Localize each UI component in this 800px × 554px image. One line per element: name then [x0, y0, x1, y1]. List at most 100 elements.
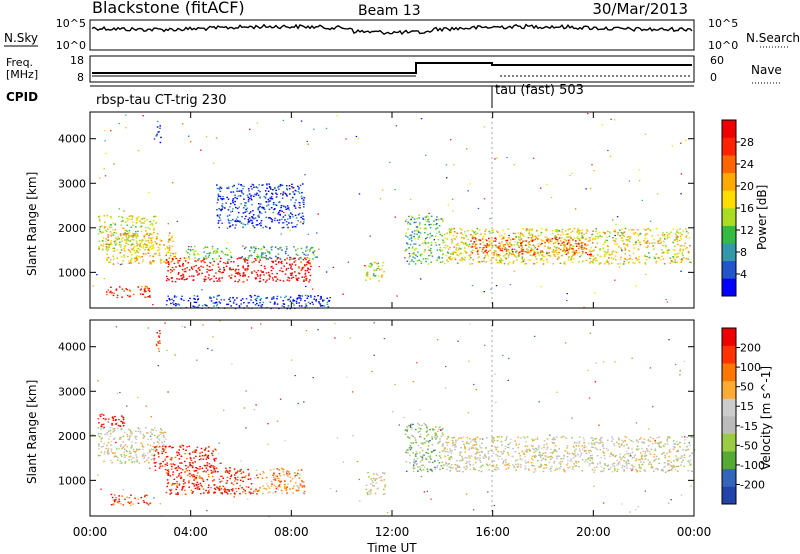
scatter-cell: [123, 254, 125, 256]
scatter-cell: [450, 227, 453, 230]
scatter-cell: [257, 248, 260, 250]
scatter-cell: [416, 233, 418, 235]
scatter-cell: [658, 445, 660, 447]
scatter-cell: [417, 238, 419, 240]
scatter-cell: [518, 246, 520, 248]
scatter-cell: [120, 249, 123, 251]
scatter-cell: [171, 266, 174, 269]
scatter-cell: [486, 245, 489, 247]
scatter-cell: [109, 291, 111, 294]
scatter-cell: [492, 437, 495, 439]
scatter-cell: [553, 460, 556, 463]
scatter-cell: [652, 443, 654, 445]
scatter-cell: [236, 479, 239, 481]
scatter-cell: [223, 262, 225, 264]
scatter-cell: [142, 433, 145, 436]
scatter-cell: [511, 248, 514, 250]
scatter-cell: [256, 273, 259, 276]
scatter-cell: [203, 492, 205, 494]
scatter-cell: [491, 436, 494, 439]
scatter-cell: [179, 446, 181, 448]
scatter-cell: [138, 448, 141, 451]
scatter-cell: [144, 233, 147, 236]
scatter-cell: [686, 445, 688, 448]
scatter-cell: [417, 444, 420, 447]
scatter-cell: [542, 251, 544, 253]
scatter-cell: [185, 468, 188, 470]
scatter-cell: [260, 255, 263, 257]
scatter-cell: [284, 259, 286, 261]
scatter-cell: [406, 242, 408, 244]
scatter-cell: [531, 464, 533, 467]
scatter-cell: [265, 272, 268, 274]
scatter-cell: [208, 266, 211, 268]
scatter-cell: [303, 279, 305, 281]
scatter-cell: [291, 213, 294, 216]
scatter-cell: [129, 235, 131, 237]
scatter-cell: [439, 455, 441, 457]
scatter-cell: [277, 262, 280, 264]
scatter-cell: [136, 449, 138, 451]
scatter-cell: [522, 260, 525, 263]
scatter-cell: [140, 225, 143, 227]
scatter-cell: [484, 238, 487, 241]
scatter-cell: [275, 196, 278, 198]
scatter-cell: [576, 442, 578, 444]
scatter-cell: [418, 224, 421, 226]
scatter-cell: [685, 228, 687, 230]
scatter-cell: [667, 437, 670, 439]
scatter-cell: [242, 212, 245, 214]
scatter-cell: [538, 454, 540, 456]
scatter-cell: [264, 197, 267, 199]
scatter-cell: [593, 249, 595, 251]
scatter-cell: [161, 447, 163, 449]
scatter-cell: [659, 242, 662, 245]
scatter-cell: [519, 236, 522, 238]
scatter-cell: [280, 480, 282, 482]
scatter-cell: [541, 250, 544, 252]
velocity-scatter-layer: [92, 320, 696, 518]
scatter-cell: [301, 212, 304, 214]
scatter-cell: [309, 279, 311, 281]
scatter-cell: [265, 255, 268, 257]
scatter-cell: [450, 238, 453, 241]
scatter-cell: [191, 474, 193, 476]
scatter-cell: [491, 231, 494, 233]
scatter-cell: [236, 272, 238, 274]
scatter-cell: [491, 246, 494, 248]
scatter-cell: [220, 257, 222, 259]
scatter-cell: [459, 259, 461, 261]
scatter-cell: [304, 264, 306, 266]
scatter-cell: [643, 438, 646, 440]
scatter-cell: [638, 261, 641, 263]
scatter-cell: [167, 295, 169, 297]
scatter-cell: [139, 293, 142, 295]
scatter-cell: [298, 272, 300, 274]
scatter-cell: [647, 445, 650, 447]
scatter-cell: [107, 451, 109, 454]
scatter-cell: [427, 452, 429, 454]
scatter-cell: [492, 452, 495, 454]
scatter-cell: [259, 274, 262, 276]
scatter-cell: [619, 263, 622, 265]
scatter-cell: [446, 451, 449, 453]
scatter-cell: [567, 459, 569, 461]
scatter-cell: [543, 440, 546, 442]
scatter-cell: [453, 227, 455, 230]
scatter-cell: [99, 414, 101, 416]
scatter-cell: [114, 237, 117, 239]
scatter-cell: [585, 452, 588, 454]
scatter-cell: [250, 219, 252, 221]
scatter-cell: [470, 447, 473, 450]
scatter-cell: [260, 248, 262, 251]
scatter-cell: [635, 440, 638, 442]
scatter-cell: [247, 221, 250, 223]
scatter-cell: [182, 480, 185, 482]
scatter-cell: [229, 493, 232, 495]
scatter-cell: [638, 258, 640, 260]
scatter-cell: [564, 245, 566, 247]
scatter-cell: [453, 237, 455, 240]
scatter-cell: [206, 462, 209, 464]
scatter-cell: [614, 234, 616, 237]
scatter-cell: [125, 236, 127, 238]
